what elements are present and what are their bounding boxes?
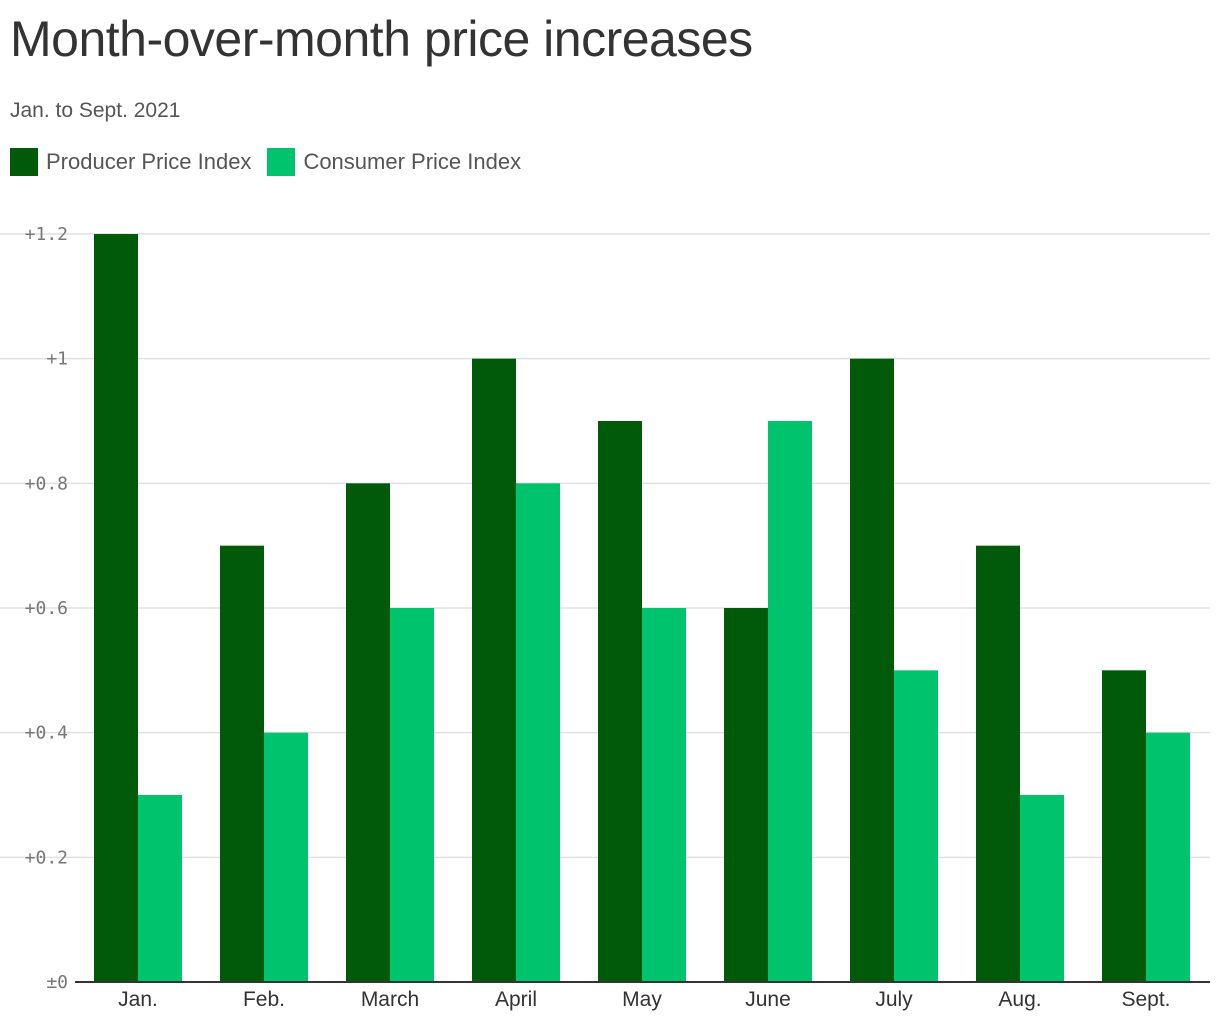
bar-ppi <box>472 358 516 983</box>
y-tick-label: +0.6 <box>25 598 68 619</box>
bar-cpi <box>642 608 686 982</box>
y-tick-label: +0.8 <box>25 473 68 494</box>
bar-ppi <box>976 545 1020 982</box>
legend-label-ppi: Producer Price Index <box>46 149 252 174</box>
legend-item-cpi: Consumer Price Index <box>267 148 521 176</box>
bar-cpi <box>516 483 560 982</box>
legend-swatch-cpi <box>267 148 296 176</box>
bar-cpi <box>138 795 182 982</box>
bar-ppi <box>724 608 768 982</box>
bar-ppi <box>1102 670 1146 982</box>
bars <box>94 234 1190 983</box>
x-tick-label: Sept. <box>1121 988 1170 1011</box>
bar-cpi <box>1146 732 1190 982</box>
bar-ppi <box>220 545 264 982</box>
y-tick-label: +0.4 <box>25 723 68 744</box>
bar-cpi <box>264 732 308 982</box>
x-tick-label: Jan. <box>118 988 158 1011</box>
bar-cpi <box>894 670 938 982</box>
chart-title: Month-over-month price increases <box>10 11 753 67</box>
bar-ppi <box>346 483 390 982</box>
x-tick-label: June <box>745 988 791 1011</box>
x-tick-label: Feb. <box>243 988 285 1011</box>
legend-swatch-ppi <box>10 148 38 176</box>
bar-ppi <box>850 358 894 983</box>
x-tick-label: Aug. <box>998 988 1041 1011</box>
x-tick-label: March <box>361 988 419 1011</box>
bar-ppi <box>94 234 138 982</box>
y-tick-label: ±0 <box>46 972 68 993</box>
x-tick-label: May <box>622 988 662 1011</box>
y-tick-label: +1.2 <box>25 224 68 245</box>
bar-cpi <box>390 608 434 982</box>
bar-ppi <box>598 421 642 982</box>
x-tick-label: April <box>495 988 537 1011</box>
y-tick-label: +1 <box>46 349 68 370</box>
chart-subtitle: Jan. to Sept. 2021 <box>10 99 181 122</box>
legend-label-cpi: Consumer Price Index <box>303 149 522 174</box>
bar-cpi <box>768 421 812 982</box>
x-axis-labels: Jan. Feb. March April May June July Aug. Sept. <box>118 988 1170 1011</box>
bar-cpi <box>1020 795 1064 982</box>
x-tick-label: July <box>875 988 913 1011</box>
legend-item-ppi: Producer Price Index <box>10 148 251 176</box>
chart-legend: Producer Price Index Consumer Price Inde… <box>10 148 537 176</box>
y-tick-label: +0.2 <box>25 847 68 868</box>
y-axis-ticks: ±0 +0.2 +0.4 +0.6 +0.8 +1 +1.2 <box>25 224 68 993</box>
